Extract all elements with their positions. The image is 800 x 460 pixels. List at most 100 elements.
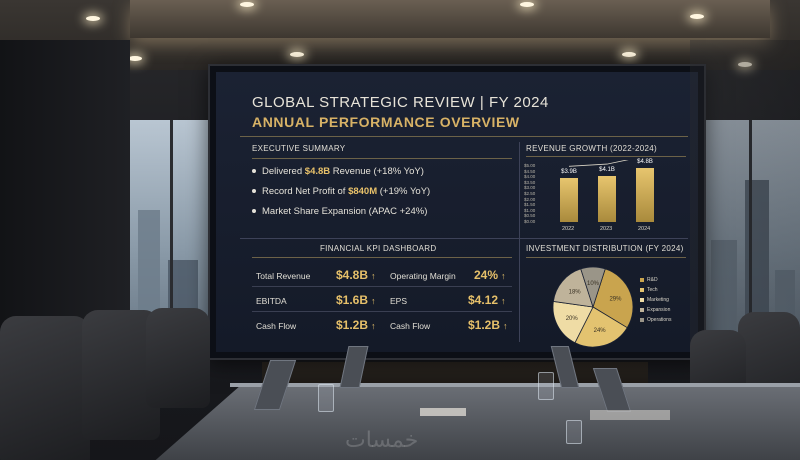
kpi-dashboard-heading: FINANCIAL KPI DASHBOARD (320, 244, 437, 253)
pie-slice-label: 18% (569, 290, 582, 296)
x-axis-tick: 2024 (638, 226, 651, 232)
pie-slice (552, 300, 594, 344)
section-divider (252, 158, 512, 159)
up-arrow-icon: ↑ (501, 296, 506, 306)
kpi-value: $1.2B ↑ (468, 318, 508, 332)
kpi-value: 24% ↑ (474, 268, 506, 282)
ceiling-light-cove (130, 0, 770, 38)
conference-table-edge (230, 383, 800, 387)
revenue-bar (636, 168, 654, 222)
section-divider (240, 238, 688, 239)
kpi-value: $1.6B ↑ (336, 293, 376, 307)
title-divider (240, 136, 688, 137)
pie-legend-item: R&D (640, 277, 658, 283)
legend-swatch (640, 297, 644, 302)
water-glass (566, 420, 582, 444)
slide-subtitle: ANNUAL PERFORMANCE OVERVIEW (252, 114, 520, 130)
revenue-trend-line (568, 160, 629, 167)
kpi-value: $1.2B ↑ (336, 318, 376, 332)
office-chair (146, 308, 210, 408)
up-arrow-icon: ↑ (371, 296, 376, 306)
legend-label: Tech (647, 287, 658, 293)
summary-bullet: Delivered $4.8B Revenue (+18% YoY) (252, 166, 424, 177)
ceiling-downlight (290, 52, 304, 57)
section-divider (252, 257, 512, 258)
y-axis-tick: $4.00 (524, 174, 536, 180)
watermark: خمسات (345, 428, 419, 453)
y-axis-tick: $0.50 (524, 213, 536, 219)
summary-bullet: Market Share Expansion (APAC +24%) (252, 206, 427, 217)
revenue-bar-label: $3.9B (561, 169, 577, 176)
water-glass (538, 372, 554, 400)
y-axis-tick: $2.00 (524, 196, 536, 202)
kpi-label: Cash Flow (256, 321, 297, 331)
x-axis-tick: 2022 (562, 226, 575, 232)
pie-slice-label: 24% (594, 328, 607, 334)
ceiling-downlight (622, 52, 636, 57)
kpi-label: Total Revenue (256, 271, 311, 281)
summary-bullet: Record Net Profit of $840M (+19% YoY) (252, 186, 430, 197)
revenue-bar-label: $4.8B (637, 159, 653, 166)
y-axis-tick: $4.50 (524, 168, 536, 174)
slide-title: GLOBAL STRATEGIC REVIEW | FY 2024 (252, 94, 549, 111)
kpi-value: $4.12 ↑ (468, 293, 506, 307)
kpi-row-divider (252, 311, 512, 312)
y-axis-tick: $0.00 (524, 219, 536, 224)
up-arrow-icon: ↑ (371, 321, 376, 331)
y-axis-tick: $5.00 (524, 163, 536, 168)
legend-label: Expansion (647, 307, 671, 313)
kpi-label: Cash Flow (390, 321, 431, 331)
ceiling-downlight (690, 14, 704, 19)
trend-line (568, 160, 629, 167)
kpi-label: EBITDA (256, 296, 287, 306)
kpi-label: EPS (390, 296, 408, 306)
legend-swatch (640, 307, 644, 312)
panel-divider (519, 142, 520, 342)
pie-legend-item: Tech (640, 287, 658, 293)
revenue-growth-chart: $5.00 $4.50 $4.00 $3.50 $3.00 $2.50 $2.00 $1.50… (522, 159, 692, 234)
ceiling-downlight (738, 62, 752, 67)
ceiling-downlight (86, 16, 100, 21)
pie-slice-label: 29% (609, 297, 622, 303)
section-divider (526, 156, 686, 157)
bullet-dot (252, 169, 256, 174)
up-arrow-icon: ↑ (501, 271, 506, 281)
bullet-dot (252, 209, 256, 214)
investment-distribution-pie: 29% 24% 20% 18% 10% (552, 266, 634, 348)
executive-summary-heading: EXECUTIVE SUMMARY (252, 144, 346, 153)
kpi-row-divider (252, 286, 512, 287)
x-axis-tick: 2023 (600, 226, 613, 232)
document-on-table (590, 410, 670, 420)
legend-label: R&D (647, 277, 658, 283)
revenue-bar (598, 176, 616, 222)
pie-slice (580, 266, 606, 309)
y-axis-tick: $3.00 (524, 185, 536, 191)
pie-slice-label: 20% (566, 316, 579, 322)
ceiling-downlight (520, 2, 534, 7)
legend-swatch (640, 287, 644, 292)
kpi-label: Operating Margin (390, 271, 456, 281)
bullet-dot (252, 189, 256, 194)
y-axis-tick: $1.00 (524, 207, 536, 213)
pie-slice (552, 268, 594, 308)
pie-slice-label: 10% (587, 281, 600, 287)
pie-legend-item: Expansion (640, 307, 670, 313)
y-axis-tick: $1.50 (524, 202, 536, 208)
pie-legend-item: Marketing (640, 297, 669, 303)
y-axis-tick: $3.50 (524, 179, 536, 185)
document-on-table (420, 408, 466, 416)
investment-distribution-heading: INVESTMENT DISTRIBUTION (FY 2024) (526, 244, 684, 253)
conference-table (150, 385, 800, 460)
revenue-bar-label: $4.1B (599, 167, 615, 174)
pie-legend-item: Operations (640, 317, 671, 323)
section-divider (526, 257, 686, 258)
office-chair (0, 316, 90, 460)
presentation-display: GLOBAL STRATEGIC REVIEW | FY 2024 ANNUAL… (208, 64, 706, 360)
kpi-value: $4.8B ↑ (336, 268, 376, 282)
ceiling-downlight (240, 2, 254, 7)
water-glass (318, 384, 334, 412)
presentation-slide: GLOBAL STRATEGIC REVIEW | FY 2024 ANNUAL… (216, 72, 698, 352)
legend-label: Marketing (647, 297, 669, 303)
legend-label: Operations (647, 317, 672, 323)
